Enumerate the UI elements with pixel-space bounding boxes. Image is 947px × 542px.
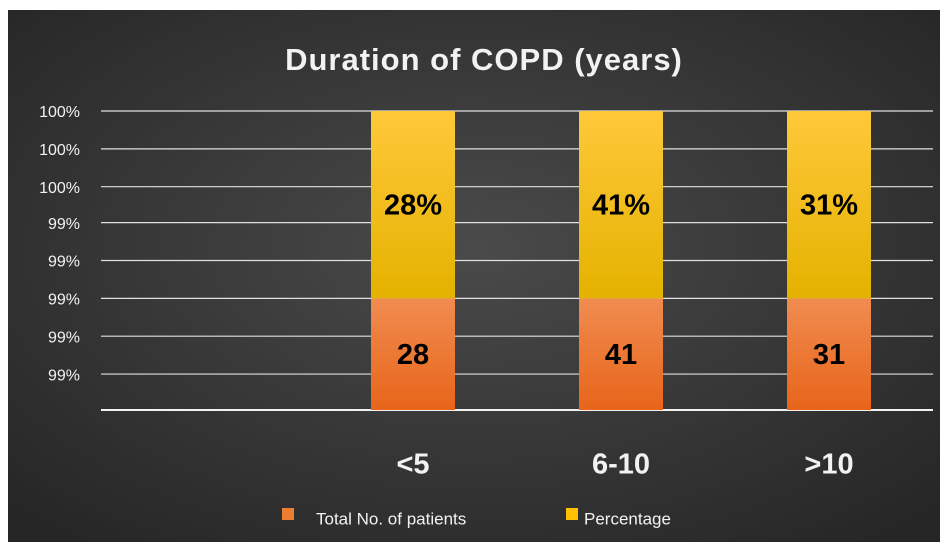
bar-segment xyxy=(371,298,455,410)
y-tick-label: 99% xyxy=(48,329,80,346)
data-label: 28% xyxy=(384,189,442,221)
y-tick-label: 99% xyxy=(48,254,80,271)
y-tick-label: 99% xyxy=(48,367,80,384)
data-label: 31 xyxy=(813,339,845,371)
legend-swatch xyxy=(566,508,578,520)
bar-segment xyxy=(579,111,663,299)
chart-background xyxy=(8,10,940,542)
y-tick-label: 100% xyxy=(39,180,80,197)
data-label: 28 xyxy=(397,339,429,371)
data-label: 41 xyxy=(605,339,637,371)
x-tick-label: <5 xyxy=(396,449,429,481)
bar-segment xyxy=(787,111,871,299)
data-label: 31% xyxy=(800,189,858,221)
y-tick-label: 99% xyxy=(48,216,80,233)
x-tick-label: 6-10 xyxy=(592,449,650,481)
y-tick-label: 100% xyxy=(39,142,80,159)
bar-segment xyxy=(787,298,871,410)
legend-label: Percentage xyxy=(584,509,671,528)
bar-segment xyxy=(371,111,455,299)
legend-label: Total No. of patients xyxy=(316,509,466,528)
y-tick-label: 100% xyxy=(39,104,80,121)
legend-swatch xyxy=(282,508,294,520)
bar-segment xyxy=(579,298,663,410)
y-tick-label: 99% xyxy=(48,292,80,309)
chart-title: Duration of COPD (years) xyxy=(285,42,683,77)
data-label: 41% xyxy=(592,189,650,221)
x-tick-label: >10 xyxy=(804,449,853,481)
